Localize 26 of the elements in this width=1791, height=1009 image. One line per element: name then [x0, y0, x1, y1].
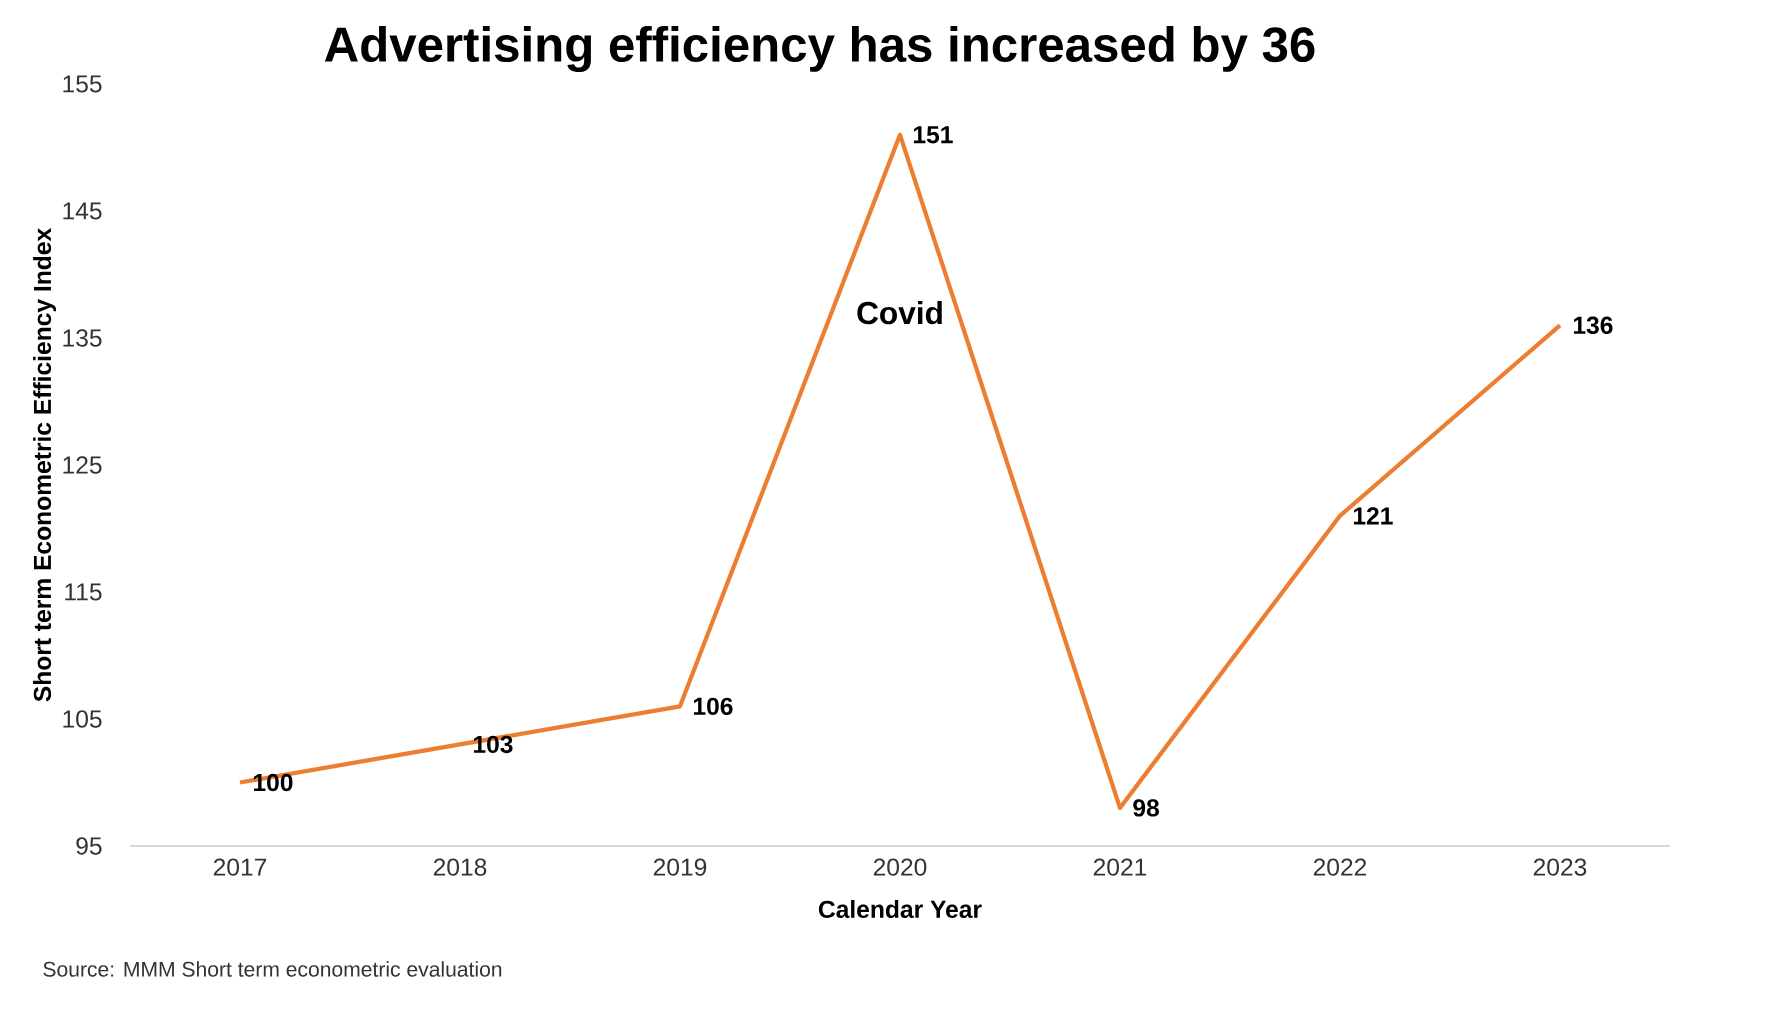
x-tick-label: 2021 [1093, 858, 1147, 876]
data-label: 106 [693, 697, 733, 715]
y-tick-label: 95 [76, 837, 102, 855]
x-axis-title: Calendar Year [818, 899, 982, 919]
data-label: 103 [473, 735, 513, 754]
x-tick-label: 2020 [873, 858, 927, 876]
x-tick-label: 2019 [653, 858, 707, 876]
y-tick-label: 135 [63, 329, 102, 347]
annotation: Covid [857, 300, 942, 325]
y-tick-label: 125 [63, 456, 102, 474]
x-tick-label: 2018 [433, 858, 487, 876]
x-tick-label: 2023 [1533, 858, 1587, 876]
data-label: 136 [1573, 316, 1613, 335]
x-tick-label: 2022 [1313, 858, 1367, 876]
data-label: 98 [1133, 799, 1159, 817]
data-label: 121 [1353, 507, 1393, 525]
y-tick-label: 115 [65, 583, 102, 601]
y-axis-title: Short term Econometric Efficiency Index [33, 228, 57, 702]
chart-title: Advertising efficiency has increased by 36 [324, 25, 1315, 73]
data-label: 100 [253, 773, 293, 792]
y-tick-label: 105 [63, 710, 102, 728]
data-label: 151 [913, 126, 953, 144]
y-tick-label: 155 [63, 75, 102, 93]
x-tick-label: 2017 [213, 858, 267, 876]
source-note: Source: MMM Short term econometric evaluation [43, 961, 502, 977]
y-tick-label: 145 [63, 202, 102, 220]
